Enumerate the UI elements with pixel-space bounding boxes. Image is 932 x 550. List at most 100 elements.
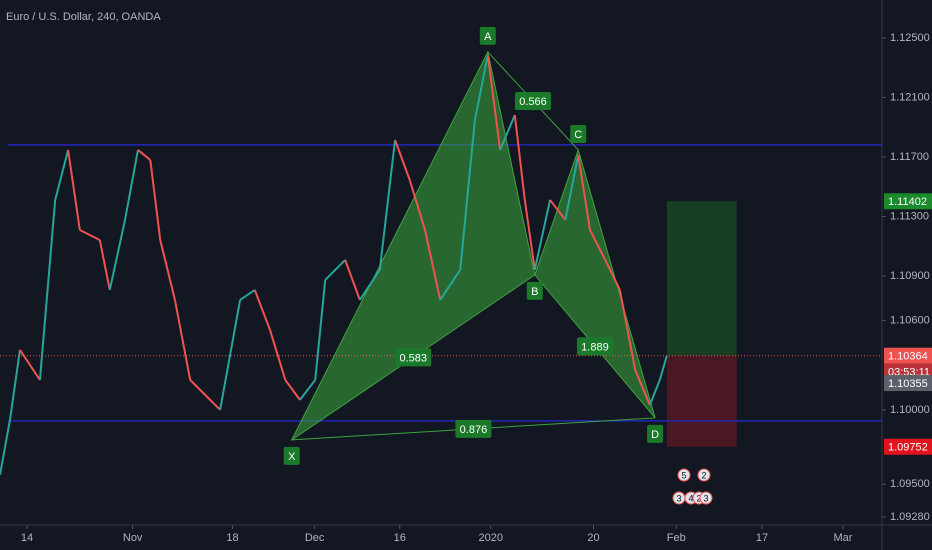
event-icon	[697, 468, 711, 482]
ratio-box	[395, 348, 432, 367]
point-label-box	[526, 281, 543, 300]
event-count: 3	[676, 493, 681, 503]
stop-zone	[666, 355, 737, 447]
price-segment	[549, 199, 567, 221]
price-segment	[159, 239, 176, 301]
price-label-box	[884, 347, 932, 364]
price-label-box	[884, 438, 932, 455]
price-segment	[239, 289, 256, 301]
price-segment	[378, 139, 397, 270]
price-segment	[108, 219, 127, 291]
price-segment	[8, 349, 21, 420]
price-label: 1.09752	[888, 442, 928, 454]
y-tick-label: 1.10600	[890, 314, 930, 326]
event-count: 2	[701, 470, 706, 480]
ratio-label: 0.566	[519, 96, 547, 108]
price-segment	[284, 379, 301, 401]
ratio-box	[455, 419, 492, 438]
price-segment	[459, 119, 476, 270]
price-label: 1.10355	[888, 378, 928, 390]
price-segment	[324, 259, 346, 281]
price-segment	[533, 199, 552, 271]
x-tick-label: 18	[226, 532, 238, 544]
point-label: C	[574, 129, 582, 141]
y-tick-label: 1.12100	[890, 91, 930, 103]
point-label: B	[531, 286, 538, 298]
y-tick-label: 1.12500	[890, 32, 930, 44]
price-segment	[38, 199, 57, 381]
price-segment	[523, 199, 536, 271]
price-segment	[0, 419, 11, 476]
point-label-box	[647, 424, 664, 443]
price-segment	[314, 279, 327, 381]
chart-title: Euro / U.S. Dollar, 240, OANDA	[6, 11, 161, 23]
y-tick-label: 1.11300	[890, 210, 929, 222]
price-segment	[253, 289, 271, 331]
price-segment	[439, 269, 462, 301]
x-tick-label: Dec	[305, 532, 325, 544]
y-tick-label: 1.10000	[890, 404, 930, 416]
event-icon	[677, 468, 691, 482]
price-segment	[394, 139, 411, 181]
point-label-box	[479, 26, 496, 45]
y-tick-label: 1.09500	[890, 478, 930, 490]
price-segment	[149, 159, 162, 241]
ratio-label: 0.583	[399, 352, 427, 364]
target-zone	[666, 201, 737, 356]
price-segment	[137, 149, 151, 161]
x-tick-label: Feb	[667, 532, 686, 544]
x-tick-label: Mar	[833, 532, 852, 544]
point-label: D	[651, 429, 659, 441]
price-segment	[424, 229, 442, 301]
price-segment	[189, 379, 211, 401]
x-tick-label: 14	[21, 532, 33, 544]
price-label: 1.11402	[888, 196, 927, 208]
price-segment	[618, 289, 637, 371]
price-segment	[604, 259, 621, 291]
price-segment	[359, 269, 381, 301]
y-tick-label: 1.10900	[890, 270, 930, 282]
price-label: 1.10364	[888, 351, 928, 363]
price-segment	[219, 299, 242, 411]
price-segment	[499, 114, 516, 151]
price-segment	[513, 114, 526, 201]
price-segment	[589, 229, 607, 261]
point-label-box	[283, 446, 300, 465]
price-segment	[19, 349, 41, 381]
price-segment	[269, 329, 287, 381]
price-segment	[473, 54, 489, 121]
ratio-box	[576, 337, 613, 356]
price-segment	[564, 154, 580, 221]
price-segment	[648, 379, 661, 406]
x-tick-label: 16	[394, 532, 406, 544]
price-segment	[98, 239, 111, 291]
price-segment	[658, 355, 668, 381]
price-segment	[344, 259, 361, 301]
price-segment	[209, 399, 221, 411]
price-label-box	[884, 375, 932, 392]
price-segment	[486, 54, 502, 151]
event-icon	[699, 491, 713, 505]
price-segment	[577, 154, 591, 231]
point-label: X	[288, 451, 296, 463]
point-label-box	[570, 124, 587, 143]
event-count: 4	[688, 493, 693, 503]
price-label-box	[884, 193, 932, 210]
x-tick-label: 20	[587, 532, 599, 544]
x-tick-label: Nov	[123, 532, 143, 544]
price-segment	[299, 379, 317, 401]
event-count: 2	[696, 493, 701, 503]
x-tick-label: 17	[756, 532, 768, 544]
price-segment	[634, 369, 651, 406]
price-segment	[54, 149, 70, 201]
price-segment	[79, 229, 101, 241]
price-segment	[408, 179, 426, 231]
ratio-label: 1.889	[581, 341, 609, 353]
y-tick-label: 1.11700	[890, 151, 929, 163]
event-count: 3	[703, 493, 708, 503]
event-count: 5	[681, 470, 686, 480]
price-segment	[67, 149, 81, 231]
ratio-label: 0.876	[460, 424, 488, 436]
